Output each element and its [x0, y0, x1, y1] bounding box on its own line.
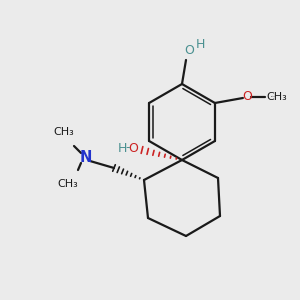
Text: H: H [196, 38, 206, 51]
Text: O: O [184, 44, 194, 57]
Text: H: H [117, 142, 127, 154]
Text: O: O [128, 142, 138, 154]
Text: O: O [242, 91, 252, 103]
Text: methyl: methyl [271, 96, 276, 97]
Text: N: N [80, 151, 92, 166]
Text: CH₃: CH₃ [54, 127, 74, 137]
Text: CH₃: CH₃ [266, 92, 287, 102]
Text: -: - [126, 142, 130, 154]
Text: CH₃: CH₃ [58, 179, 78, 189]
